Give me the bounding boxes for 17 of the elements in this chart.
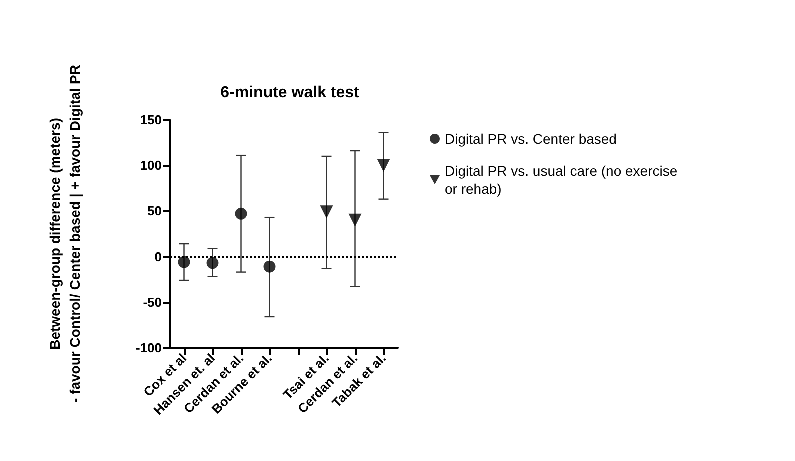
- point: [235, 208, 248, 220]
- point: [206, 257, 219, 270]
- point: [348, 214, 362, 227]
- y-tick-label: 150: [140, 112, 162, 128]
- point: [264, 260, 276, 273]
- y-tick-label: 50: [148, 204, 162, 219]
- y-tick-label: 0: [154, 249, 162, 264]
- point: [377, 159, 390, 172]
- chart-title: 6-minute walk test: [220, 84, 360, 102]
- legend-label: Digital PR vs. usual care (no exercise or rehab): [445, 163, 682, 197]
- point: [178, 256, 190, 268]
- y-axis-title: Between-group difference (meters) - favour Control/ Center based | + favour Digital PR: [47, 64, 84, 404]
- y-tick-label: -50: [143, 294, 162, 310]
- y-tick-label: -100: [136, 340, 162, 356]
- point: [320, 206, 334, 219]
- legend-label: Digital PR vs. Center based: [445, 131, 617, 147]
- y-tick-label: 100: [140, 158, 162, 174]
